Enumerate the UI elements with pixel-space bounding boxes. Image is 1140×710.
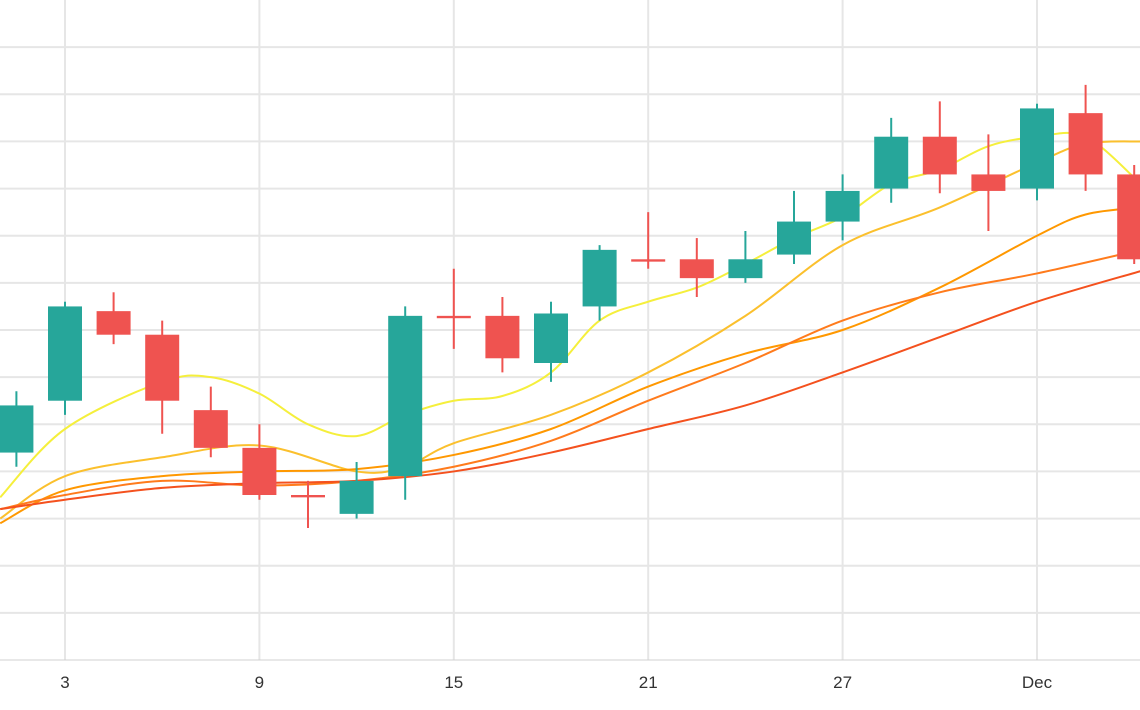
- candle: [388, 306, 423, 500]
- candle: [631, 212, 666, 269]
- candle-body-up: [0, 405, 34, 453]
- candle-body-down: [291, 495, 325, 498]
- candle: [582, 245, 617, 321]
- x-tick-label: 21: [639, 673, 658, 692]
- candle-body-down: [145, 334, 180, 401]
- candle-body-up: [388, 315, 423, 477]
- candle: [436, 268, 471, 349]
- moving-average-line-3: [0, 206, 1140, 525]
- candle-body-up: [1020, 108, 1054, 189]
- candle-body-down: [485, 315, 520, 359]
- candle: [534, 301, 568, 382]
- candle: [971, 134, 1006, 231]
- candle: [922, 101, 957, 194]
- x-tick-label: Dec: [1022, 673, 1053, 692]
- x-tick-label: 15: [444, 673, 463, 692]
- x-tick-label: 27: [833, 673, 852, 692]
- candles: [0, 84, 1140, 528]
- candle: [1117, 165, 1140, 264]
- candle-body-up: [777, 221, 811, 255]
- candle: [1020, 103, 1054, 201]
- candle-body-down: [922, 136, 957, 175]
- candle: [145, 320, 180, 434]
- candle: [291, 480, 325, 528]
- candle-body-down: [96, 311, 131, 335]
- moving-average-line-1: [0, 131, 1140, 499]
- candle: [825, 174, 860, 241]
- candle: [48, 301, 82, 415]
- candle: [874, 117, 909, 203]
- candle: [339, 462, 374, 519]
- candle: [193, 386, 228, 458]
- moving-average-lines: [0, 131, 1140, 525]
- grid: [0, 0, 1140, 660]
- candle: [679, 238, 714, 297]
- x-tick-label: 9: [255, 673, 264, 692]
- candle-body-down: [193, 410, 228, 448]
- candle: [96, 292, 131, 345]
- candle-body-up: [48, 306, 82, 401]
- candle: [485, 297, 520, 373]
- candle: [0, 391, 34, 467]
- candle: [242, 424, 277, 500]
- candle-body-down: [971, 174, 1006, 191]
- candle-body-down: [242, 447, 277, 495]
- candle-body-up: [534, 313, 568, 363]
- candle-body-up: [825, 190, 860, 222]
- candle: [777, 190, 811, 264]
- candle: [1068, 84, 1103, 191]
- candle-body-up: [339, 480, 374, 514]
- candle-body-down: [679, 259, 714, 279]
- candle-body-down: [436, 315, 471, 319]
- x-axis: 3 9 15 21 27 Dec: [0, 659, 1140, 692]
- candle-body-down: [1117, 174, 1140, 260]
- moving-average-line-4: [0, 248, 1140, 511]
- candle-body-down: [631, 259, 666, 262]
- candle-body-down: [1068, 113, 1103, 175]
- candle-body-up: [582, 249, 617, 307]
- candle-body-up: [874, 136, 909, 189]
- x-tick-label: 3: [60, 673, 69, 692]
- candle: [728, 231, 763, 283]
- moving-average-line-5: [0, 270, 1140, 511]
- candle-body-up: [728, 259, 763, 279]
